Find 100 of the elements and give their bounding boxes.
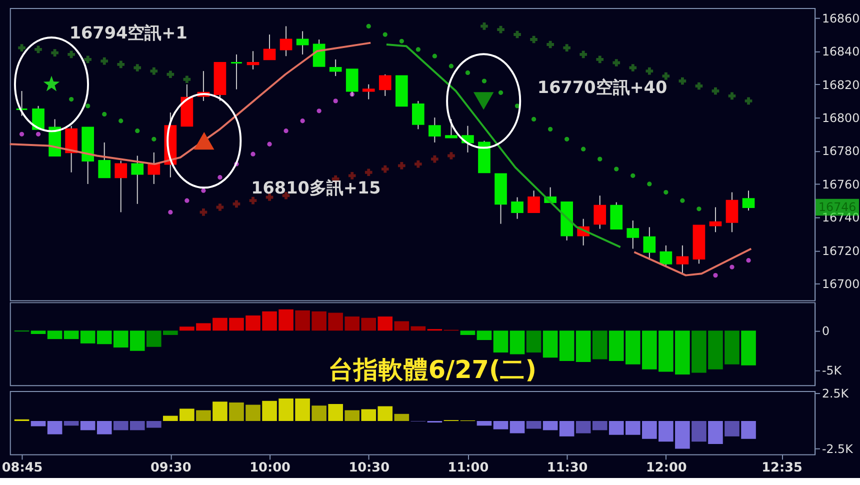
y-tick-label: 16860 [822,11,860,26]
y-tick-label: 0 [822,324,830,338]
point [218,175,222,180]
candlestick [131,155,144,204]
point [448,64,454,68]
annotation: 16810多訊+15 [251,178,381,198]
y-tick-label: 16820 [822,78,860,92]
y-tick-label: 16840 [822,44,860,59]
point [596,56,604,64]
point [366,24,371,29]
candlestick [98,142,111,178]
bar [592,330,608,360]
point [232,200,240,208]
x-tick-label: 11:00 [448,460,489,476]
point [102,112,107,117]
bar [64,330,79,340]
point [166,70,174,78]
bar [378,316,393,331]
y-tick-label: 16720 [822,244,860,258]
candlestick [626,220,640,250]
candlestick [742,190,755,212]
point [432,54,437,58]
bar [708,420,723,444]
point [399,38,404,44]
text: 台指軟體6/27(二) [328,355,537,384]
point [267,142,272,146]
annotation: 16794空訊+1 [69,22,188,43]
point [69,96,74,102]
candlestick [329,58,342,77]
candlestick [296,30,309,55]
bar [96,420,112,434]
point [563,44,570,52]
point [398,162,406,170]
x-tick-label: 10:00 [250,460,290,476]
point [117,60,125,68]
point [134,64,142,72]
candlestick [709,206,722,233]
point [696,206,702,212]
candlestick [726,192,738,233]
point [43,76,60,92]
point [564,136,570,142]
candlestick [263,34,276,60]
point [662,72,670,80]
y-tick-label: 16700 [822,277,860,292]
bar [592,420,608,430]
point [152,136,156,142]
annotation: 16770空訊+40 [537,76,668,97]
candlestick [511,196,524,220]
point [68,50,75,58]
bar [493,420,508,430]
point [200,208,208,216]
point [316,108,322,114]
point [647,182,652,186]
bar [526,330,542,353]
point [531,116,536,122]
bar [559,330,574,361]
point [284,128,288,134]
bar [476,420,492,426]
bar [510,420,525,434]
y-tick-label: 2.5K [822,386,849,401]
point [514,30,521,38]
point [630,173,636,178]
point [18,44,26,52]
y-tick-label: 16780 [822,144,860,158]
point [364,168,372,176]
point [712,87,720,95]
bar [80,420,96,430]
point [150,67,158,75]
candlestick [378,74,392,96]
y-tick-label: 16760 [822,177,860,192]
x-tick-label: 09:30 [150,460,192,476]
bar [47,420,62,434]
point [168,210,173,215]
point [431,155,438,163]
point [36,132,41,136]
point [118,118,124,124]
point [250,152,256,156]
point [646,67,654,75]
bar [542,330,558,358]
point [414,160,422,168]
point [381,165,389,173]
point [598,156,602,162]
point [482,78,487,84]
bar [47,330,62,340]
bar [30,420,46,426]
candlestick [610,202,623,230]
x-tick-label: 12:35 [762,460,803,476]
bar [692,420,706,442]
candlestick [280,26,292,57]
point [19,132,24,136]
candlestick [230,54,243,90]
point [183,76,191,84]
point [498,90,504,95]
point [416,47,420,52]
point [744,97,752,105]
candlestick [312,39,326,67]
bar [328,404,343,421]
point [473,92,494,110]
bar [196,410,211,421]
point [266,194,274,201]
